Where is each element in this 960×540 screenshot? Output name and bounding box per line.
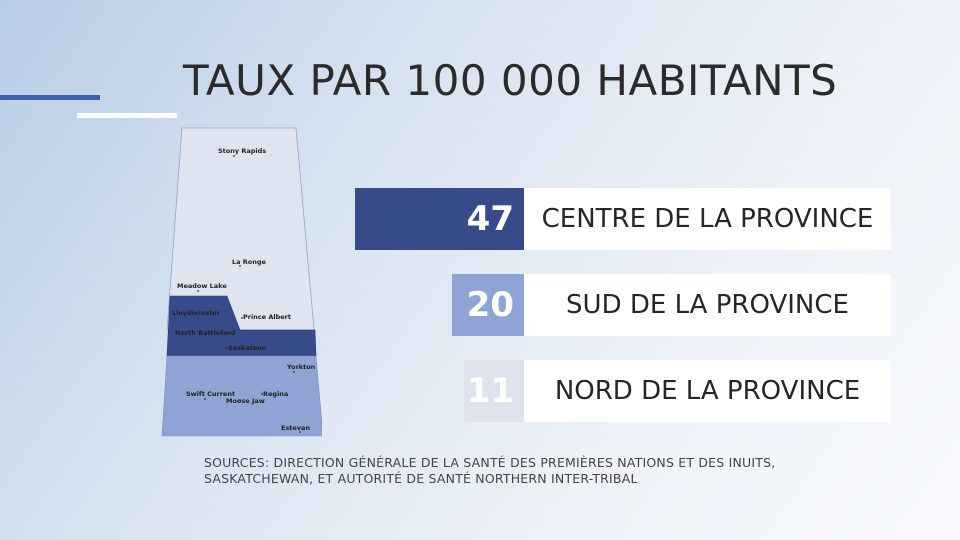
bar-category-label: CENTRE DE LA PROVINCE xyxy=(524,188,891,250)
bar-value: 20 xyxy=(452,274,524,336)
city-marker-icon xyxy=(239,265,241,267)
city-marker-icon xyxy=(199,331,201,333)
sources-line-2: SASKATCHEWAN, ET AUTORITÉ DE SANTÉ NORTH… xyxy=(204,471,638,486)
bar-row: 11 NORD DE LA PROVINCE xyxy=(464,360,891,422)
city-label: Meadow Lake xyxy=(177,282,227,290)
city-marker-icon xyxy=(293,371,295,373)
accent-line-blue xyxy=(0,95,100,100)
city-marker-icon xyxy=(239,399,241,401)
city-marker-icon xyxy=(261,393,263,395)
bar-value: 11 xyxy=(464,360,524,422)
city-label: La Ronge xyxy=(232,258,267,266)
map-region-south xyxy=(161,355,322,437)
city-label: Estevan xyxy=(281,424,310,432)
city-label: Stony Rapids xyxy=(218,147,266,155)
city-label: Regina xyxy=(263,390,288,398)
city-label: Yorkton xyxy=(286,363,316,371)
city-label: Moose Jaw xyxy=(226,397,265,405)
city-label: North Battleford xyxy=(175,329,236,337)
city-label: Saskatoon xyxy=(228,344,267,352)
city-label: Lloydminster xyxy=(172,309,221,317)
city-marker-icon xyxy=(241,317,243,319)
bar-value: 47 xyxy=(355,188,524,250)
city-marker-icon xyxy=(204,398,206,400)
bar-category-label: NORD DE LA PROVINCE xyxy=(524,360,891,422)
city-marker-icon xyxy=(197,290,199,292)
city-marker-icon xyxy=(233,155,235,157)
bar-row: 20 SUD DE LA PROVINCE xyxy=(452,274,891,336)
city-label: Swift Current xyxy=(186,390,235,398)
city-marker-icon xyxy=(299,431,301,433)
bar-row: 47 CENTRE DE LA PROVINCE xyxy=(355,188,891,250)
accent-line-white xyxy=(77,113,177,118)
page-title: TAUX PAR 100 000 HABITANTS xyxy=(183,56,838,105)
city-marker-icon xyxy=(225,347,227,349)
city-marker-icon xyxy=(197,317,199,319)
bar-category-label: SUD DE LA PROVINCE xyxy=(524,274,891,336)
sources-note: SOURCES: DIRECTION GÉNÉRALE DE LA SANTÉ … xyxy=(204,455,804,487)
saskatchewan-map: Stony Rapids La Ronge Meadow Lake Lloydmins… xyxy=(160,126,322,438)
sources-line-1: SOURCES: DIRECTION GÉNÉRALE DE LA SANTÉ … xyxy=(204,455,776,470)
city-label: Prince Albert xyxy=(243,313,291,321)
